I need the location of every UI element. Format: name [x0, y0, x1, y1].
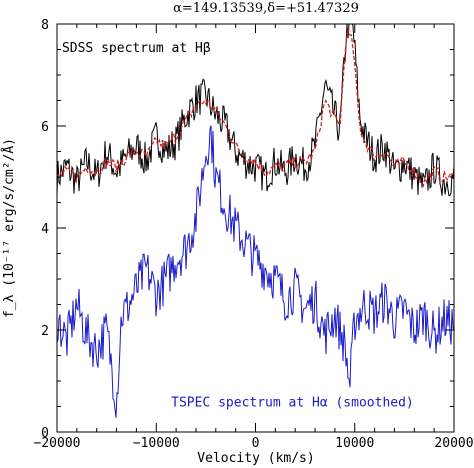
x-tick-label: −20000 [34, 436, 81, 451]
annotation-sdss: SDSS spectrum at Hβ [62, 41, 211, 56]
x-axis-title: Velocity (km/s) [197, 451, 314, 466]
y-axis-title: f_λ (10⁻¹⁷ erg/s/cm²/Å) [1, 138, 17, 318]
chart-title: α=149.13539,δ=+51.47329 [173, 1, 359, 16]
series-line-2 [56, 125, 455, 418]
y-tick-label: 6 [41, 120, 49, 135]
x-tick-label: 0 [252, 436, 260, 451]
plot-frame [56, 23, 455, 433]
y-tick-label: 8 [41, 18, 49, 33]
series-line-0 [56, 23, 455, 197]
y-tick-label: 0 [41, 426, 49, 441]
ticks-layer: −20000 −10000 0 10000 20000 0 2 4 6 8 [34, 18, 474, 451]
series-line-1 [56, 28, 455, 188]
x-tick-label: 10000 [335, 436, 374, 451]
y-tick-label: 4 [41, 222, 49, 237]
annotation-tspec: TSPEC spectrum at Hα (smoothed) [171, 396, 414, 411]
x-tick-label: 20000 [434, 436, 473, 451]
y-tick-label: 2 [41, 324, 49, 339]
series-layer [56, 23, 455, 418]
x-tick-label: −10000 [133, 436, 180, 451]
